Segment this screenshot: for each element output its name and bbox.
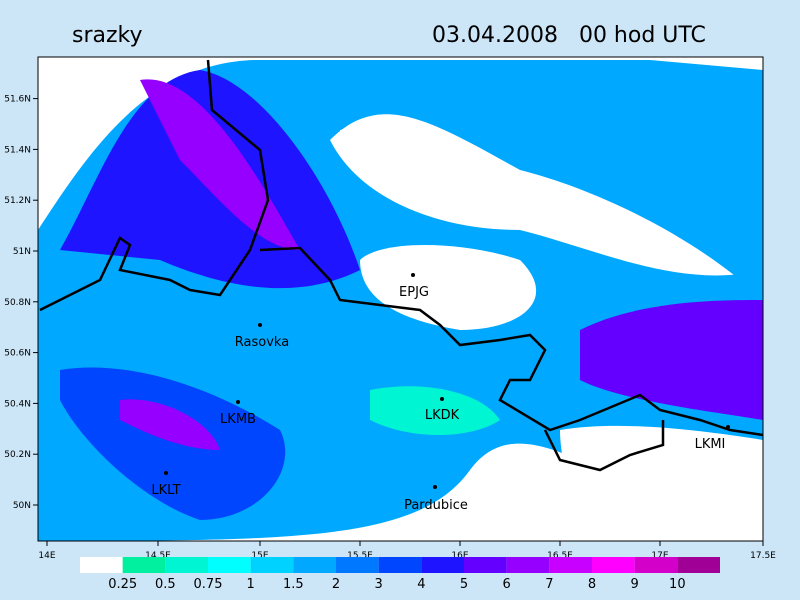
station-dot bbox=[236, 400, 240, 404]
colorbar-box bbox=[293, 557, 336, 573]
y-tick-label: 50.2N bbox=[4, 450, 31, 460]
y-tick-label: 50N bbox=[13, 501, 31, 511]
colorbar-box bbox=[250, 557, 294, 573]
x-tick-label: 14E bbox=[38, 551, 55, 561]
colorbar-label: 8 bbox=[588, 577, 596, 592]
axes: 14E 14.5E 15E 15.5E 16E 16.5E 17E 17.5E 50N 50.2N… bbox=[4, 95, 776, 561]
station-label: LKMB bbox=[220, 412, 256, 427]
colorbar-label: 1 bbox=[247, 577, 255, 592]
x-tick-label: 15.5E bbox=[347, 551, 373, 561]
colorbar-label: 4 bbox=[417, 577, 425, 592]
precip-none bbox=[560, 425, 763, 541]
colorbar-label: 5 bbox=[460, 577, 468, 592]
colorbar-box bbox=[549, 557, 592, 573]
station-label: Rasovka bbox=[235, 335, 289, 350]
station-label: Pardubice bbox=[404, 498, 468, 513]
colorbar-label: 10 bbox=[669, 577, 686, 592]
colorbar-box bbox=[208, 557, 251, 573]
precip-core bbox=[140, 79, 300, 250]
map-border bbox=[37, 56, 764, 542]
colorbar-box bbox=[122, 557, 166, 573]
y-tick-label: 51.4N bbox=[4, 145, 31, 155]
colorbar-label: 7 bbox=[545, 577, 553, 592]
station-dot bbox=[440, 397, 444, 401]
colorbar-box bbox=[464, 557, 507, 573]
station-dot bbox=[411, 273, 415, 277]
y-tick-label: 51.2N bbox=[4, 196, 31, 206]
precip-core bbox=[580, 300, 763, 420]
precip-none bbox=[340, 128, 520, 203]
y-tick-label: 50.6N bbox=[4, 349, 31, 359]
station-dot bbox=[258, 323, 262, 327]
station-label: EPJG bbox=[399, 285, 429, 300]
colorbar: 0.25 0.5 0.75 1 1.5 2 3 4 5 6 7 8 9 10 bbox=[80, 557, 720, 592]
x-tick-label: 17E bbox=[651, 551, 668, 561]
colorbar-box bbox=[506, 557, 550, 573]
x-tick-label: 17.5E bbox=[750, 551, 776, 561]
border bbox=[259, 246, 764, 437]
colorbar-label: 6 bbox=[503, 577, 511, 592]
station-label: LKLT bbox=[151, 483, 180, 498]
colorbar-box bbox=[80, 557, 123, 573]
y-tick-label: 50.8N bbox=[4, 298, 31, 308]
x-tick-label: 15E bbox=[251, 551, 268, 561]
colorbar-box bbox=[165, 557, 208, 573]
precip-core bbox=[120, 399, 220, 450]
colorbar-box bbox=[421, 557, 464, 573]
colorbar-label: 0.25 bbox=[108, 577, 137, 592]
station-label: LKDK bbox=[425, 408, 460, 423]
colorbar-label: 3 bbox=[375, 577, 383, 592]
x-tick-label: 14.5E bbox=[145, 551, 171, 561]
stations: EPJG Rasovka LKMB LKDK LKLT Pardubice LK… bbox=[151, 273, 730, 513]
station-dot bbox=[726, 425, 730, 429]
border bbox=[39, 59, 270, 312]
station-dot bbox=[164, 471, 168, 475]
y-tick-label: 50.4N bbox=[4, 399, 31, 409]
y-tick-label: 51N bbox=[13, 247, 31, 257]
colorbar-box bbox=[592, 557, 635, 573]
colorbar-label: 2 bbox=[332, 577, 340, 592]
colorbar-box bbox=[336, 557, 379, 573]
colorbar-label: 0.75 bbox=[194, 577, 223, 592]
border bbox=[543, 420, 665, 472]
colorbar-label: 9 bbox=[631, 577, 639, 592]
colorbar-label: 1.5 bbox=[283, 577, 304, 592]
station-label: LKMI bbox=[695, 437, 726, 452]
colorbar-box bbox=[378, 557, 422, 573]
colorbar-label: 0.5 bbox=[155, 577, 176, 592]
colorbar-box bbox=[634, 557, 678, 573]
y-tick-label: 51.6N bbox=[4, 95, 31, 105]
colorbar-box bbox=[677, 557, 720, 573]
precip-light bbox=[370, 386, 500, 435]
x-tick-label: 16E bbox=[451, 551, 468, 561]
map-title: srazky bbox=[72, 23, 143, 48]
x-tick-label: 16.5E bbox=[547, 551, 573, 561]
station-dot bbox=[433, 485, 437, 489]
precip-core bbox=[60, 367, 286, 520]
map-area bbox=[37, 56, 764, 542]
map-date: 03.04.2008 00 hod UTC bbox=[432, 23, 706, 48]
